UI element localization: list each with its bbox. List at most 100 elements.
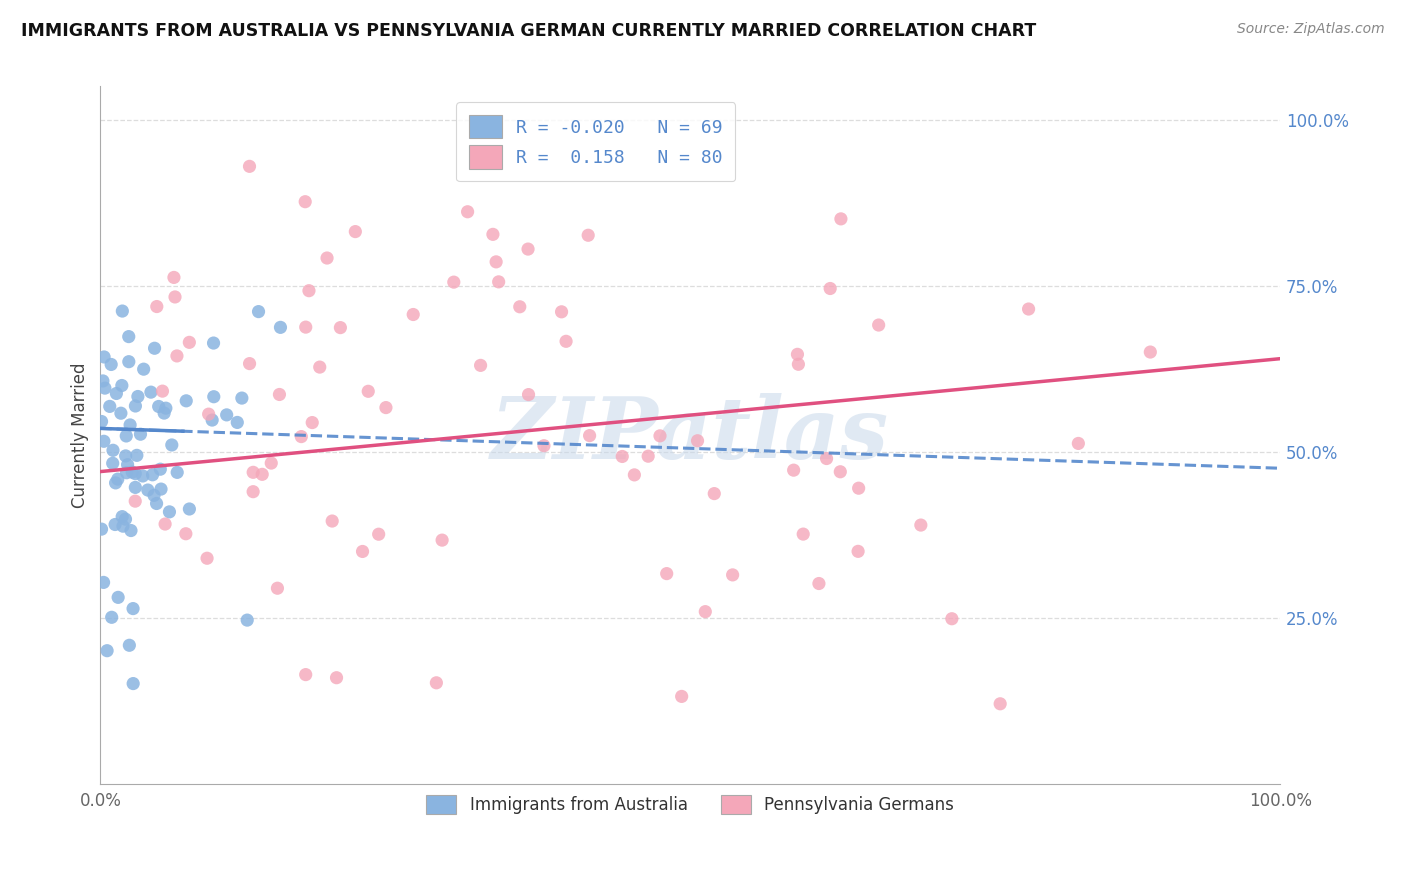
Point xyxy=(686,434,709,448)
Point xyxy=(344,225,367,239)
Point xyxy=(110,406,132,420)
Point xyxy=(655,566,678,581)
Point xyxy=(868,318,890,332)
Point xyxy=(1067,436,1090,450)
Point xyxy=(163,270,186,285)
Point xyxy=(294,667,316,681)
Text: Source: ZipAtlas.com: Source: ZipAtlas.com xyxy=(1237,22,1385,37)
Point xyxy=(555,334,578,349)
Point xyxy=(316,251,339,265)
Point xyxy=(721,568,744,582)
Point xyxy=(160,438,183,452)
Point xyxy=(623,467,645,482)
Point xyxy=(260,456,283,470)
Point xyxy=(1139,345,1161,359)
Point xyxy=(115,466,138,480)
Point xyxy=(988,697,1011,711)
Point xyxy=(100,610,122,624)
Point xyxy=(127,390,149,404)
Point xyxy=(120,524,142,538)
Point xyxy=(482,227,505,242)
Point xyxy=(238,159,260,173)
Point xyxy=(517,242,540,256)
Point xyxy=(111,509,134,524)
Point xyxy=(136,483,159,497)
Point xyxy=(111,378,134,392)
Point xyxy=(231,391,253,405)
Point xyxy=(485,255,508,269)
Point xyxy=(357,384,380,399)
Point xyxy=(139,385,162,400)
Point xyxy=(179,335,201,350)
Point xyxy=(104,475,127,490)
Point xyxy=(159,505,181,519)
Y-axis label: Currently Married: Currently Married xyxy=(72,362,89,508)
Point xyxy=(124,494,146,508)
Point xyxy=(121,465,143,479)
Point xyxy=(115,429,138,443)
Point xyxy=(576,228,599,243)
Point xyxy=(141,467,163,482)
Point xyxy=(166,349,188,363)
Point xyxy=(118,354,141,368)
Point xyxy=(269,320,291,334)
Point xyxy=(179,502,201,516)
Point xyxy=(107,591,129,605)
Point xyxy=(301,416,323,430)
Point xyxy=(818,281,841,295)
Point xyxy=(238,357,260,371)
Point xyxy=(125,448,148,462)
Point xyxy=(201,413,224,427)
Point xyxy=(247,304,270,318)
Point xyxy=(374,401,396,415)
Point xyxy=(550,305,572,319)
Point xyxy=(787,357,810,371)
Point xyxy=(93,350,115,364)
Point xyxy=(153,516,176,531)
Point xyxy=(117,458,139,472)
Point xyxy=(174,526,197,541)
Point xyxy=(250,467,273,482)
Point xyxy=(98,400,121,414)
Point xyxy=(120,417,142,432)
Point xyxy=(517,387,540,401)
Point xyxy=(197,407,219,421)
Point xyxy=(298,284,321,298)
Point xyxy=(612,450,634,464)
Point xyxy=(148,400,170,414)
Point xyxy=(129,427,152,442)
Point xyxy=(941,612,963,626)
Point xyxy=(107,472,129,486)
Point xyxy=(124,480,146,494)
Point xyxy=(96,643,118,657)
Point xyxy=(910,518,932,533)
Point xyxy=(166,466,188,480)
Point xyxy=(149,462,172,476)
Point xyxy=(111,304,134,318)
Point xyxy=(830,211,852,226)
Point xyxy=(470,359,492,373)
Point xyxy=(215,408,238,422)
Point xyxy=(101,443,124,458)
Point xyxy=(236,613,259,627)
Point xyxy=(457,204,479,219)
Point xyxy=(163,290,186,304)
Point xyxy=(848,481,870,495)
Point xyxy=(145,496,167,510)
Point xyxy=(786,347,808,361)
Point xyxy=(329,320,352,334)
Point xyxy=(266,581,288,595)
Point xyxy=(124,399,146,413)
Point xyxy=(488,275,510,289)
Point xyxy=(93,434,115,449)
Point xyxy=(533,439,555,453)
Point xyxy=(90,415,112,429)
Point xyxy=(671,690,693,704)
Point xyxy=(91,374,114,388)
Point xyxy=(143,341,166,355)
Point xyxy=(509,300,531,314)
Point xyxy=(782,463,804,477)
Point xyxy=(90,522,112,536)
Point xyxy=(294,194,316,209)
Point xyxy=(402,308,425,322)
